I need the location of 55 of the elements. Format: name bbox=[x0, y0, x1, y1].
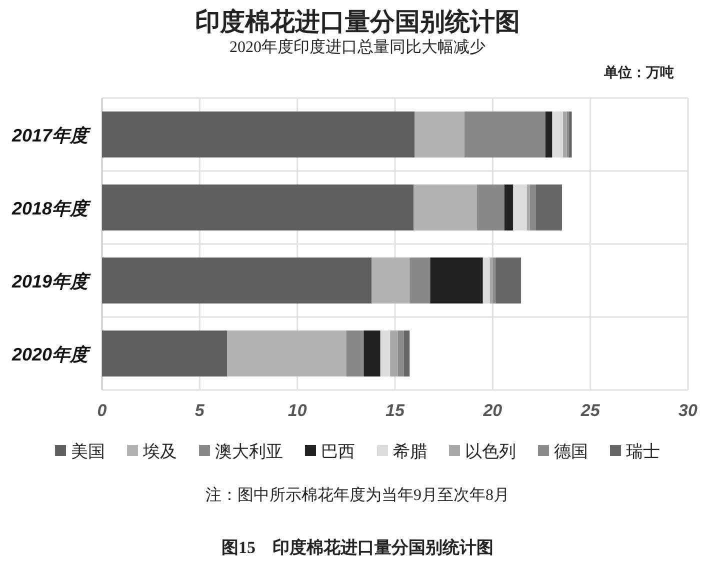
x-tick-label: 5 bbox=[194, 401, 205, 420]
bar bbox=[526, 184, 530, 230]
bar bbox=[492, 258, 496, 304]
chart-subtitle: 2020年度印度进口总量同比大幅减少 bbox=[230, 38, 486, 56]
bar bbox=[414, 184, 478, 230]
y-tick-label: 2017年度 bbox=[10, 126, 91, 146]
legend-label: 美国 bbox=[71, 442, 105, 461]
bar bbox=[380, 330, 390, 376]
y-tick-label: 2018年度 bbox=[10, 198, 91, 218]
bar bbox=[364, 330, 380, 376]
bar bbox=[482, 258, 490, 304]
bar bbox=[562, 112, 567, 158]
legend-label: 巴西 bbox=[321, 442, 355, 461]
text: 单位：万吨 bbox=[603, 65, 674, 81]
bar bbox=[552, 112, 563, 158]
bar bbox=[398, 330, 404, 376]
bar bbox=[545, 112, 552, 158]
bar bbox=[102, 330, 228, 376]
bar bbox=[464, 112, 546, 158]
bar bbox=[504, 184, 514, 230]
legend-label: 德国 bbox=[554, 442, 588, 461]
legend-label: 瑞士 bbox=[626, 442, 660, 461]
bar bbox=[390, 330, 398, 376]
bar bbox=[496, 258, 521, 304]
x-tick-label: 30 bbox=[678, 401, 698, 420]
y-tick-label: 2019年度 bbox=[10, 272, 91, 292]
legend-label: 以色列 bbox=[465, 442, 516, 461]
caption: 图15 印度棉花进口量分国别统计图 bbox=[222, 538, 494, 557]
bar bbox=[477, 184, 504, 230]
bar bbox=[404, 330, 410, 376]
bar bbox=[372, 258, 410, 304]
bar bbox=[536, 184, 562, 230]
bar bbox=[490, 258, 493, 304]
legend-label: 埃及 bbox=[142, 442, 177, 461]
x-tick-label: 0 bbox=[97, 401, 108, 420]
text: 注：图中所示棉花年度为当年9月至次年8月 bbox=[206, 486, 510, 504]
x-tick-label: 10 bbox=[288, 401, 308, 420]
bar bbox=[102, 184, 414, 230]
legend-label: 希腊 bbox=[393, 442, 427, 461]
bar bbox=[414, 112, 464, 158]
y-tick-label: 2020年度 bbox=[10, 344, 91, 364]
chart-title: 印度棉花进口量分国别统计图 bbox=[195, 8, 520, 36]
bar bbox=[102, 112, 415, 158]
bar bbox=[227, 330, 346, 376]
bar bbox=[513, 184, 527, 230]
bar bbox=[346, 330, 364, 376]
bar bbox=[568, 112, 572, 158]
legend-label: 澳大利亚 bbox=[215, 442, 283, 461]
bar bbox=[530, 184, 536, 230]
x-tick-label: 20 bbox=[482, 401, 503, 420]
x-tick-label: 15 bbox=[386, 401, 405, 420]
x-tick-label: 25 bbox=[580, 401, 600, 420]
bar bbox=[430, 258, 483, 304]
bar bbox=[410, 258, 430, 304]
bar bbox=[102, 258, 372, 304]
